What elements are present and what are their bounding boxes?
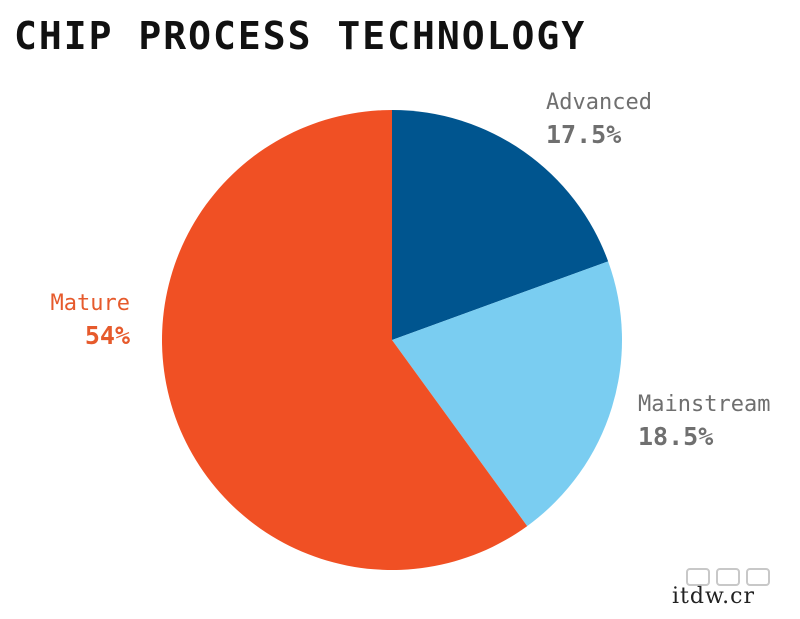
slice-name-mainstream: Mainstream	[638, 392, 771, 417]
pie-slice-mature	[161, 110, 528, 570]
slice-name-advanced: Advanced	[546, 90, 652, 115]
watermark-logo-icon	[686, 568, 770, 586]
slice-label-mainstream: Mainstream 18.5%	[638, 392, 771, 451]
slice-value-mainstream: 18.5%	[638, 422, 714, 451]
chart-title: CHIP PROCESS TECHNOLOGY	[14, 14, 587, 58]
slice-label-mature: Mature 54%	[38, 291, 130, 350]
slice-name-mature: Mature	[50, 291, 130, 316]
slice-value-advanced: 17.5%	[546, 120, 622, 149]
pie-slice-mainstream	[392, 261, 622, 527]
watermark-text: itdw.cr	[672, 584, 756, 609]
pie-slice-advanced	[392, 110, 609, 340]
slice-value-mature: 54%	[84, 321, 130, 350]
slice-label-advanced: Advanced 17.5%	[546, 90, 652, 149]
